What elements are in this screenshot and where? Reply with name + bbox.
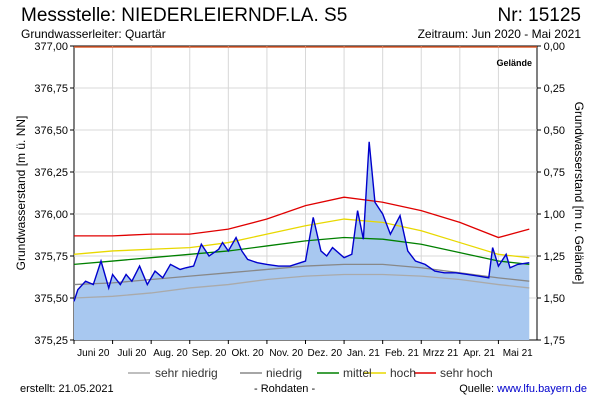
tick-label-x: Feb. 21: [385, 348, 419, 359]
series-layer: [73, 46, 537, 340]
source-link[interactable]: www.lfu.bayern.de: [497, 383, 587, 395]
legend-label-mittel: mittel: [343, 366, 372, 380]
y-axis-label-left: Grundwasserstand [m ü. NN]: [14, 116, 28, 271]
mittel-line: [73, 236, 530, 266]
tick-label-x: Nov. 20: [269, 348, 303, 359]
sehr-hoch-line: [74, 196, 530, 239]
tick-label-y-left: 375,50: [34, 293, 68, 305]
tick-label-y-right: 1,00: [544, 209, 565, 221]
tick-label-y-left: 376,25: [34, 167, 68, 179]
source-credit: Quelle: www.lfu.bayern.de: [459, 383, 587, 395]
y-axis-label-right: Grundwasserstand [m u. Gelände]: [572, 102, 586, 285]
tick-label-y-right: 0,75: [544, 167, 565, 179]
tick-label-x: Juni 20: [77, 348, 110, 359]
created-date: erstellt: 21.05.2021: [20, 383, 114, 395]
hoch-line: [73, 218, 530, 259]
tick-label-x: Apr. 21: [463, 348, 495, 359]
tick-label-y-right: 1,50: [544, 293, 565, 305]
station-title: Messstelle: NIEDERLEIERNDF.LA. S5: [21, 5, 348, 26]
source-label: Quelle:: [459, 383, 498, 395]
tick-label-y-left: 375,25: [34, 335, 68, 347]
axes: 375,25 375,50 375,75 376,00 376,25 376,50 376,…: [34, 41, 565, 359]
tick-label-y-right: 1,25: [544, 251, 565, 263]
tick-label-x: Sep. 20: [192, 348, 227, 359]
tick-label-y-right: 0,00: [544, 41, 565, 53]
tick-label-y-left: 376,75: [34, 83, 68, 95]
tick-label-y-right: 1,75: [544, 335, 565, 347]
legend-label-sehr-hoch: sehr hoch: [440, 366, 493, 380]
tick-label-x: Juli 20: [117, 348, 146, 359]
tick-label-x: Mrzz 21: [423, 348, 459, 359]
sehr-niedrig-line: [73, 273, 530, 299]
period-label: Zeitraum: Jun 2020 - Mai 2021: [417, 27, 581, 41]
tick-label-y-left: 377,00: [34, 41, 68, 53]
station-number: Nr: 15125: [497, 5, 581, 26]
measured-area: [74, 141, 530, 340]
tick-label-y-right: 0,25: [544, 83, 565, 95]
tick-label-x: Aug. 20: [153, 348, 188, 359]
tick-label-x: Mai 21: [503, 348, 533, 359]
tick-label-x: Okt. 20: [232, 348, 265, 359]
tick-label-y-left: 376,50: [34, 125, 68, 137]
aquifer-label: Grundwasserleiter: Quartär: [21, 27, 166, 41]
legend-label-hoch: hoch: [390, 366, 417, 380]
ground-label: Gelände: [496, 58, 532, 68]
measured-line: [73, 141, 530, 302]
legend-label-sehr-niedrig: sehr niedrig: [155, 366, 218, 380]
tick-label-y-right: 0,50: [544, 125, 565, 137]
tick-label-y-left: 376,00: [34, 209, 68, 221]
legend-label-niedrig: niedrig: [266, 366, 303, 380]
tick-label-x: Jan. 21: [347, 348, 380, 359]
tick-label-y-left: 375,75: [34, 251, 68, 263]
tick-label-x: Dez. 20: [308, 348, 343, 359]
raw-data-note: - Rohdaten -: [254, 383, 316, 395]
